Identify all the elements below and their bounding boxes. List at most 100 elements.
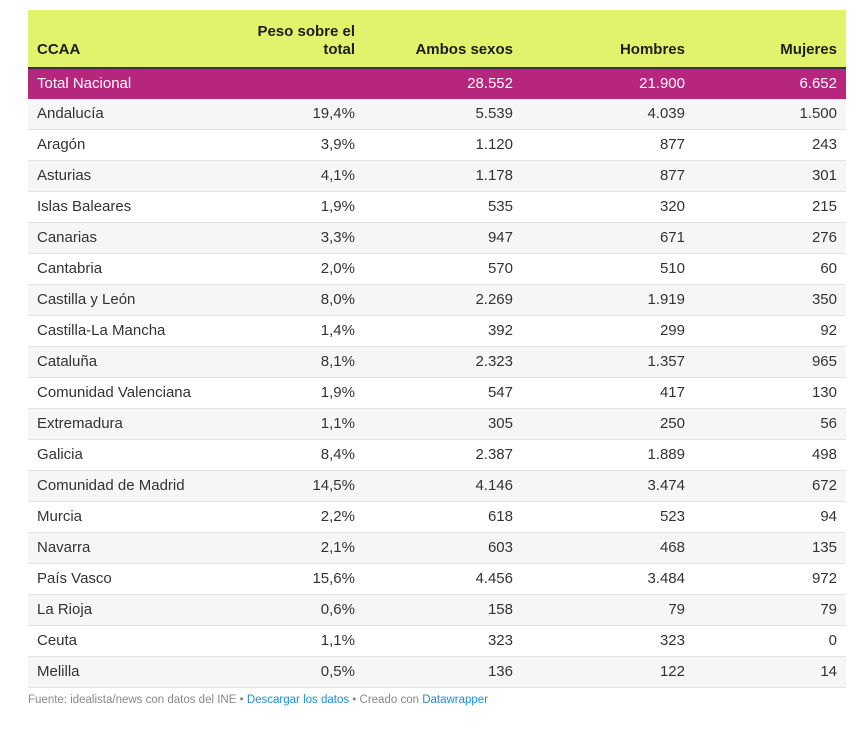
cell-hombres: 320	[522, 191, 694, 223]
column-header-peso-line1: Peso sobre el	[257, 23, 355, 40]
cell-ambos-sexos: 5.539	[364, 99, 522, 130]
cell-hombres: 299	[522, 315, 694, 347]
cell-mujeres: 215	[694, 191, 846, 223]
cell-ccaa: Galicia	[28, 439, 246, 471]
cell-ccaa: Castilla-La Mancha	[28, 315, 246, 347]
cell-mujeres: 972	[694, 563, 846, 595]
table-row: Cantabria 2,0% 570 510 60	[28, 253, 846, 285]
cell-mujeres: 130	[694, 377, 846, 409]
cell-peso: 2,1%	[246, 532, 364, 564]
separator: •	[236, 694, 247, 706]
cell-mujeres: 94	[694, 501, 846, 533]
table-row: Islas Baleares 1,9% 535 320 215	[28, 191, 846, 223]
cell-ccaa: Navarra	[28, 532, 246, 564]
cell-ambos-sexos: 535	[364, 191, 522, 223]
cell-ccaa: Murcia	[28, 501, 246, 533]
cell-peso: 3,3%	[246, 222, 364, 254]
total-nacional-row: Total Nacional 28.552 21.900 6.652	[28, 68, 846, 99]
cell-mujeres: 6.652	[694, 68, 846, 99]
cell-ambos-sexos: 323	[364, 625, 522, 657]
cell-mujeres: 965	[694, 346, 846, 378]
cell-ambos-sexos: 4.456	[364, 563, 522, 595]
cell-hombres: 21.900	[522, 68, 694, 99]
column-header-mujeres[interactable]: Mujeres	[694, 10, 846, 69]
cell-hombres: 3.484	[522, 563, 694, 595]
cell-hombres: 1.889	[522, 439, 694, 471]
cell-hombres: 79	[522, 594, 694, 626]
table-row: Castilla y León 8,0% 2.269 1.919 350	[28, 284, 846, 316]
cell-mujeres: 0	[694, 625, 846, 657]
cell-ambos-sexos: 1.178	[364, 160, 522, 192]
cell-mujeres: 301	[694, 160, 846, 192]
cell-ccaa: Cataluña	[28, 346, 246, 378]
cell-peso: 2,2%	[246, 501, 364, 533]
cell-peso: 1,1%	[246, 408, 364, 440]
created-with-text: Creado con	[359, 694, 423, 706]
cell-ambos-sexos: 28.552	[364, 68, 522, 99]
table-row: Melilla 0,5% 136 122 14	[28, 656, 846, 688]
cell-mujeres: 79	[694, 594, 846, 626]
cell-hombres: 1.919	[522, 284, 694, 316]
cell-ambos-sexos: 570	[364, 253, 522, 285]
cell-ambos-sexos: 2.269	[364, 284, 522, 316]
cell-ccaa: Total Nacional	[28, 68, 246, 99]
cell-peso: 1,9%	[246, 377, 364, 409]
cell-peso: 2,0%	[246, 253, 364, 285]
cell-ccaa: Andalucía	[28, 99, 246, 130]
column-header-ccaa[interactable]: CCAA	[28, 10, 246, 69]
table-row: Canarias 3,3% 947 671 276	[28, 222, 846, 254]
cell-mujeres: 243	[694, 129, 846, 161]
cell-ambos-sexos: 547	[364, 377, 522, 409]
table-row: Castilla-La Mancha 1,4% 392 299 92	[28, 315, 846, 347]
cell-ambos-sexos: 392	[364, 315, 522, 347]
table-header-row: CCAA Peso sobre el total Ambos sexos Homb…	[28, 10, 846, 69]
cell-ambos-sexos: 947	[364, 222, 522, 254]
table-row: Murcia 2,2% 618 523 94	[28, 501, 846, 533]
cell-hombres: 3.474	[522, 470, 694, 502]
cell-ambos-sexos: 618	[364, 501, 522, 533]
cell-mujeres: 135	[694, 532, 846, 564]
cell-ccaa: Ceuta	[28, 625, 246, 657]
column-header-ambos-sexos[interactable]: Ambos sexos	[364, 10, 522, 69]
cell-ccaa: La Rioja	[28, 594, 246, 626]
table-row: La Rioja 0,6% 158 79 79	[28, 594, 846, 626]
cell-ccaa: Cantabria	[28, 253, 246, 285]
cell-ccaa: Comunidad Valenciana	[28, 377, 246, 409]
cell-peso: 8,0%	[246, 284, 364, 316]
column-header-peso-line2: total	[323, 41, 355, 58]
cell-hombres: 417	[522, 377, 694, 409]
cell-peso: 1,9%	[246, 191, 364, 223]
cell-hombres: 671	[522, 222, 694, 254]
cell-ambos-sexos: 4.146	[364, 470, 522, 502]
table-row: País Vasco 15,6% 4.456 3.484 972	[28, 563, 846, 595]
download-data-link[interactable]: Descargar los datos	[246, 694, 350, 706]
cell-peso: 15,6%	[246, 563, 364, 595]
cell-peso: 3,9%	[246, 129, 364, 161]
cell-ambos-sexos: 136	[364, 656, 522, 688]
cell-mujeres: 92	[694, 315, 846, 347]
cell-ambos-sexos: 2.323	[364, 346, 522, 378]
cell-mujeres: 672	[694, 470, 846, 502]
source-text: Fuente: idealista/news con datos del INE	[28, 694, 237, 706]
table-row: Comunidad Valenciana 1,9% 547 417 130	[28, 377, 846, 409]
datawrapper-link[interactable]: Datawrapper	[422, 694, 489, 706]
cell-ccaa: Islas Baleares	[28, 191, 246, 223]
cell-ambos-sexos: 305	[364, 408, 522, 440]
cell-ambos-sexos: 158	[364, 594, 522, 626]
cell-peso: 14,5%	[246, 470, 364, 502]
ccaa-table: CCAA Peso sobre el total Ambos sexos Homb…	[28, 10, 846, 688]
cell-peso: 0,6%	[246, 594, 364, 626]
table-row: Extremadura 1,1% 305 250 56	[28, 408, 846, 440]
cell-hombres: 510	[522, 253, 694, 285]
cell-peso: 4,1%	[246, 160, 364, 192]
cell-peso: 0,5%	[246, 656, 364, 688]
cell-ccaa: Melilla	[28, 656, 246, 688]
cell-ccaa: Canarias	[28, 222, 246, 254]
column-header-peso[interactable]: Peso sobre el total	[246, 10, 364, 69]
cell-peso: 8,4%	[246, 439, 364, 471]
table-row: Navarra 2,1% 603 468 135	[28, 532, 846, 564]
column-header-hombres[interactable]: Hombres	[522, 10, 694, 69]
cell-ccaa: Aragón	[28, 129, 246, 161]
table-row: Andalucía 19,4% 5.539 4.039 1.500	[28, 99, 846, 130]
cell-ccaa: Extremadura	[28, 408, 246, 440]
